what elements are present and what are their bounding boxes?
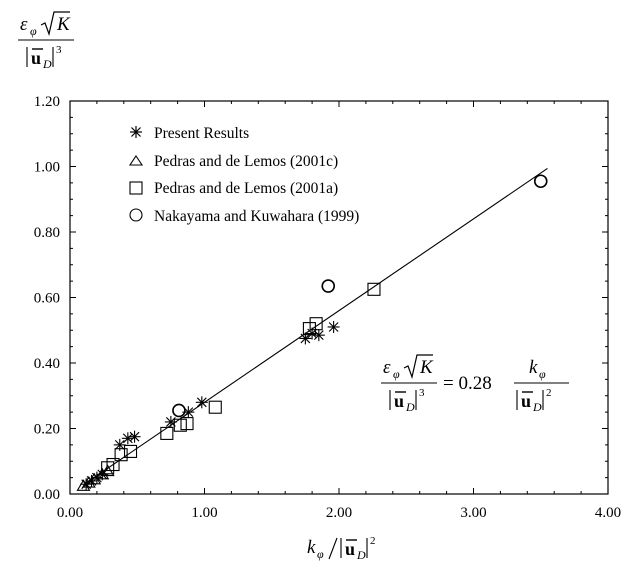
data-point-square <box>106 457 120 472</box>
eq-lhs-vector: u <box>394 391 404 411</box>
y-label-power: 3 <box>56 44 62 56</box>
eq-rhs-vector-sub: D <box>532 400 542 414</box>
y-label-epsilon: ε <box>20 14 28 35</box>
x-tick-label: 4.00 <box>595 505 621 521</box>
y-tick-label: 0.60 <box>34 291 60 307</box>
y-label-radicand: K <box>56 14 71 35</box>
data-point-circle <box>321 279 336 293</box>
data-point-square <box>180 417 194 431</box>
data-point-triangle <box>76 479 91 491</box>
data-point-square <box>309 317 323 331</box>
y-label-sqrt-sign <box>40 11 70 37</box>
y-label-epsilon-sub: φ <box>30 24 37 38</box>
x-label-k: k <box>307 537 316 558</box>
y-tick-label: 1.00 <box>34 160 60 176</box>
eq-lhs-epsilon: ε <box>383 357 391 378</box>
data-point-square <box>123 444 138 458</box>
axis-ticks <box>69 100 609 495</box>
eq-lhs-vector-sub: D <box>405 400 415 414</box>
eq-lhs-radicand: K <box>419 357 434 378</box>
data-points <box>76 174 548 491</box>
x-label-power: 2 <box>370 535 376 547</box>
data-point-asterisk <box>312 329 325 342</box>
y-tick-label: 0.20 <box>34 422 60 438</box>
legend-marker-pedras-2001a <box>129 181 143 195</box>
legend: Present Results Pedras and de Lemos (200… <box>128 125 359 225</box>
legend-marker-nakayama <box>129 208 143 222</box>
data-point-asterisk <box>164 415 177 428</box>
plot-frame <box>69 100 609 495</box>
data-point-circle <box>533 174 548 189</box>
data-point-asterisk <box>128 430 141 443</box>
data-point-asterisk <box>121 432 134 445</box>
y-axis-label: ε φ K u D 3 <box>18 11 74 71</box>
fit-equation: ε φ K u D 3 = 0.28 k φ u D 2 <box>381 354 569 414</box>
y-tick-label: 0.40 <box>34 356 60 372</box>
legend-label-pedras-2001c: Pedras and de Lemos (2001c) <box>154 153 338 170</box>
eq-rhs-vector: u <box>521 391 531 411</box>
x-label-vector-sub: D <box>356 548 366 562</box>
data-point-square <box>302 322 316 336</box>
data-point-square <box>208 400 222 414</box>
eq-lhs-sqrt-sign <box>403 354 433 380</box>
data-point-square <box>101 461 115 475</box>
x-tick-label: 1.00 <box>191 505 217 521</box>
data-point-square <box>160 426 174 440</box>
x-tick-label: 0.00 <box>57 505 83 521</box>
legend-marker-pedras-2001c <box>128 155 144 166</box>
eq-coefficient: = 0.28 <box>443 373 492 394</box>
x-axis-label: k φ u D 2 <box>307 535 376 562</box>
data-point-circle <box>172 403 186 418</box>
eq-rhs-k-sub: φ <box>539 367 546 381</box>
y-tick-label: 0.80 <box>34 225 60 241</box>
data-point-square <box>114 448 128 462</box>
eq-rhs-power: 2 <box>546 387 552 399</box>
y-tick-label: 1.20 <box>34 94 60 110</box>
data-point-asterisk <box>195 396 208 409</box>
axis-tick-labels: 0.00 1.00 2.00 3.00 4.00 0.00 0.20 0.40 0.60 0.80… <box>34 94 621 521</box>
x-label-slash <box>328 537 338 560</box>
legend-label-pedras-2001a: Pedras and de Lemos (2001a) <box>154 180 338 197</box>
eq-lhs-epsilon-sub: φ <box>393 367 400 381</box>
x-label-k-sub: φ <box>317 547 324 561</box>
data-point-square <box>367 282 381 296</box>
y-label-vector: u <box>31 48 41 68</box>
data-point-asterisk <box>327 320 340 333</box>
eq-rhs-k: k <box>529 357 538 378</box>
y-tick-label: 0.00 <box>34 487 60 503</box>
x-label-vector: u <box>345 539 355 559</box>
eq-lhs-power: 3 <box>419 387 425 399</box>
y-label-vector-sub: D <box>42 57 52 71</box>
x-tick-label: 3.00 <box>460 505 486 521</box>
x-tick-label: 2.00 <box>326 505 352 521</box>
legend-label-nakayama: Nakayama and Kuwahara (1999) <box>154 208 359 225</box>
data-point-triangle <box>81 475 96 488</box>
legend-label-present-results: Present Results <box>154 125 249 142</box>
data-point-square <box>173 418 187 432</box>
legend-marker-present-results <box>130 126 142 138</box>
